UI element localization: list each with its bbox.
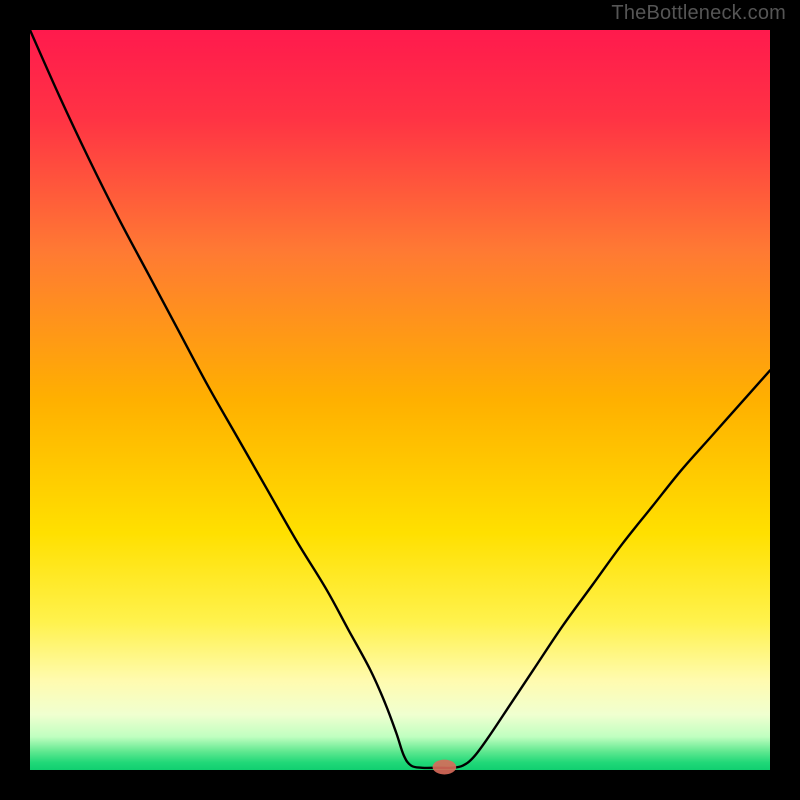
optimal-point-marker [433, 760, 457, 775]
watermark-text: TheBottleneck.com [611, 2, 786, 25]
bottleneck-chart [0, 0, 800, 800]
chart-gradient-bg [30, 30, 770, 770]
